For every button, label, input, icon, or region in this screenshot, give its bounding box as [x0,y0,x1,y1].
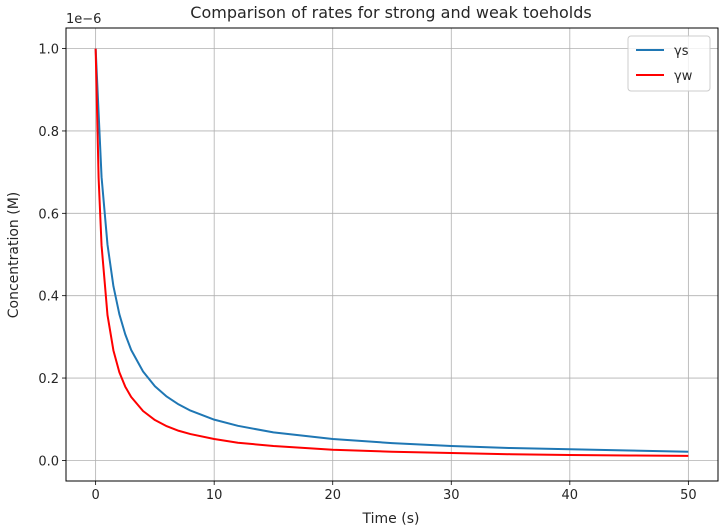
y-axis-label: Concentration (M) [6,192,22,319]
series-layer [94,48,689,457]
y-tick-label: 0.2 [38,372,59,387]
y-tick-label: 0.4 [38,290,59,305]
x-tick-label: 50 [680,488,697,503]
series-line-gamma-s [94,48,689,453]
y-tick-label: 0.8 [38,125,59,140]
legend-label-gamma-s: γs [674,44,689,59]
grid [66,28,718,481]
y-tick-label: 0.0 [38,454,59,469]
series-line-gamma-w [94,48,689,457]
x-tick-label: 40 [562,488,579,503]
x-axis-ticks: 0 10 20 30 40 50 [91,481,697,503]
y-tick-label: 1.0 [38,43,59,58]
x-tick-label: 30 [443,488,460,503]
legend-label-gamma-w: γw [674,69,693,84]
legend-box [627,35,711,92]
chart-title: Comparison of rates for strong and weak … [190,3,591,22]
axes-frame [65,27,719,482]
legend: γs γw [627,35,711,92]
y-tick-label: 0.6 [38,207,59,222]
x-tick-label: 0 [91,488,99,503]
y-axis-ticks: 0.0 0.2 0.4 0.6 0.8 1.0 [38,43,66,469]
y-offset-label: 1e−6 [66,12,101,27]
x-tick-label: 20 [324,488,341,503]
x-axis-label: Time (s) [362,511,420,527]
x-tick-label: 10 [206,488,223,503]
